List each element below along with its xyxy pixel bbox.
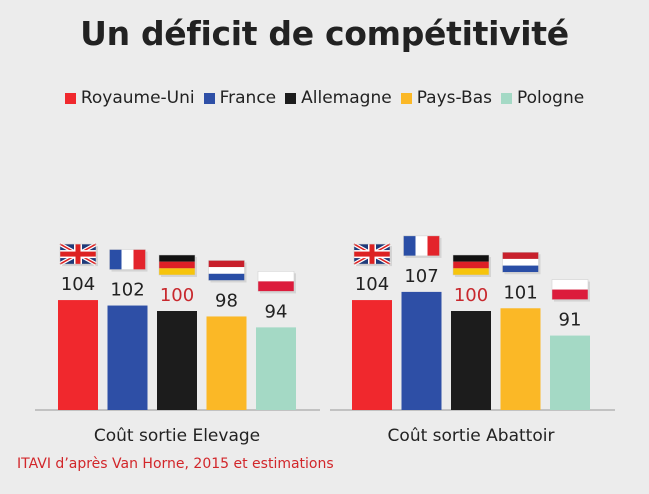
data-label: 98 <box>215 290 238 311</box>
bar <box>352 300 392 410</box>
legend-swatch <box>203 92 215 104</box>
poland-flag-icon <box>257 271 296 294</box>
legend-label: Royaume-Uni <box>80 88 195 108</box>
data-label: 91 <box>559 310 582 331</box>
bar <box>107 305 148 410</box>
data-label: 100 <box>160 285 194 306</box>
data-label: 107 <box>404 266 438 287</box>
bar <box>206 316 247 410</box>
legend: Royaume-Uni France Allemagne Pays-Bas Pologn… <box>0 88 649 108</box>
legend-item-france: France <box>203 88 277 108</box>
uk-flag-icon <box>353 242 392 267</box>
uk-flag-icon <box>59 242 98 267</box>
data-label: 101 <box>503 282 537 303</box>
legend-swatch <box>500 92 512 104</box>
data-label: 102 <box>110 280 144 301</box>
legend-item-allemagne: Allemagne <box>285 88 392 108</box>
bar-group: 104 102 100 98 94 Coût sortie Elevage <box>58 242 296 446</box>
data-label: 104 <box>61 274 95 295</box>
france-flag-icon <box>403 235 442 258</box>
legend-label: Allemagne <box>301 88 392 108</box>
germany-flag-icon <box>452 254 491 277</box>
bar <box>550 335 590 410</box>
germany-flag-icon <box>158 254 197 277</box>
source-note: ITAVI d’après Van Horne, 2015 et estimat… <box>17 456 334 472</box>
legend-label: Pologne <box>516 88 585 108</box>
bar-group: 104 107 100 101 91 Coût sortie Abattoir <box>352 235 590 446</box>
legend-item-pologne: Pologne <box>500 88 585 108</box>
bar <box>401 291 442 410</box>
legend-swatch <box>400 92 412 104</box>
data-label: 94 <box>265 301 288 322</box>
legend-label: Pays-Bas <box>416 88 492 108</box>
legend-swatch <box>64 92 76 104</box>
netherlands-flag-icon <box>502 252 541 275</box>
legend-item-royaume-uni: Royaume-Uni <box>64 88 195 108</box>
bar <box>157 311 197 410</box>
chart-title: Un déficit de compétitivité <box>80 14 569 53</box>
netherlands-flag-icon <box>208 260 247 283</box>
bar <box>500 308 541 410</box>
legend-label: France <box>219 88 277 108</box>
legend-item-pays-bas: Pays-Bas <box>400 88 492 108</box>
bar <box>58 300 98 410</box>
bar <box>256 327 296 410</box>
poland-flag-icon <box>551 279 590 302</box>
france-flag-icon <box>109 249 148 272</box>
data-label: 104 <box>355 274 389 295</box>
legend-swatch <box>285 92 297 104</box>
category-label: Coût sortie Abattoir <box>388 426 555 446</box>
category-label: Coût sortie Elevage <box>94 426 260 446</box>
data-label: 100 <box>454 285 488 306</box>
bar <box>451 311 491 410</box>
